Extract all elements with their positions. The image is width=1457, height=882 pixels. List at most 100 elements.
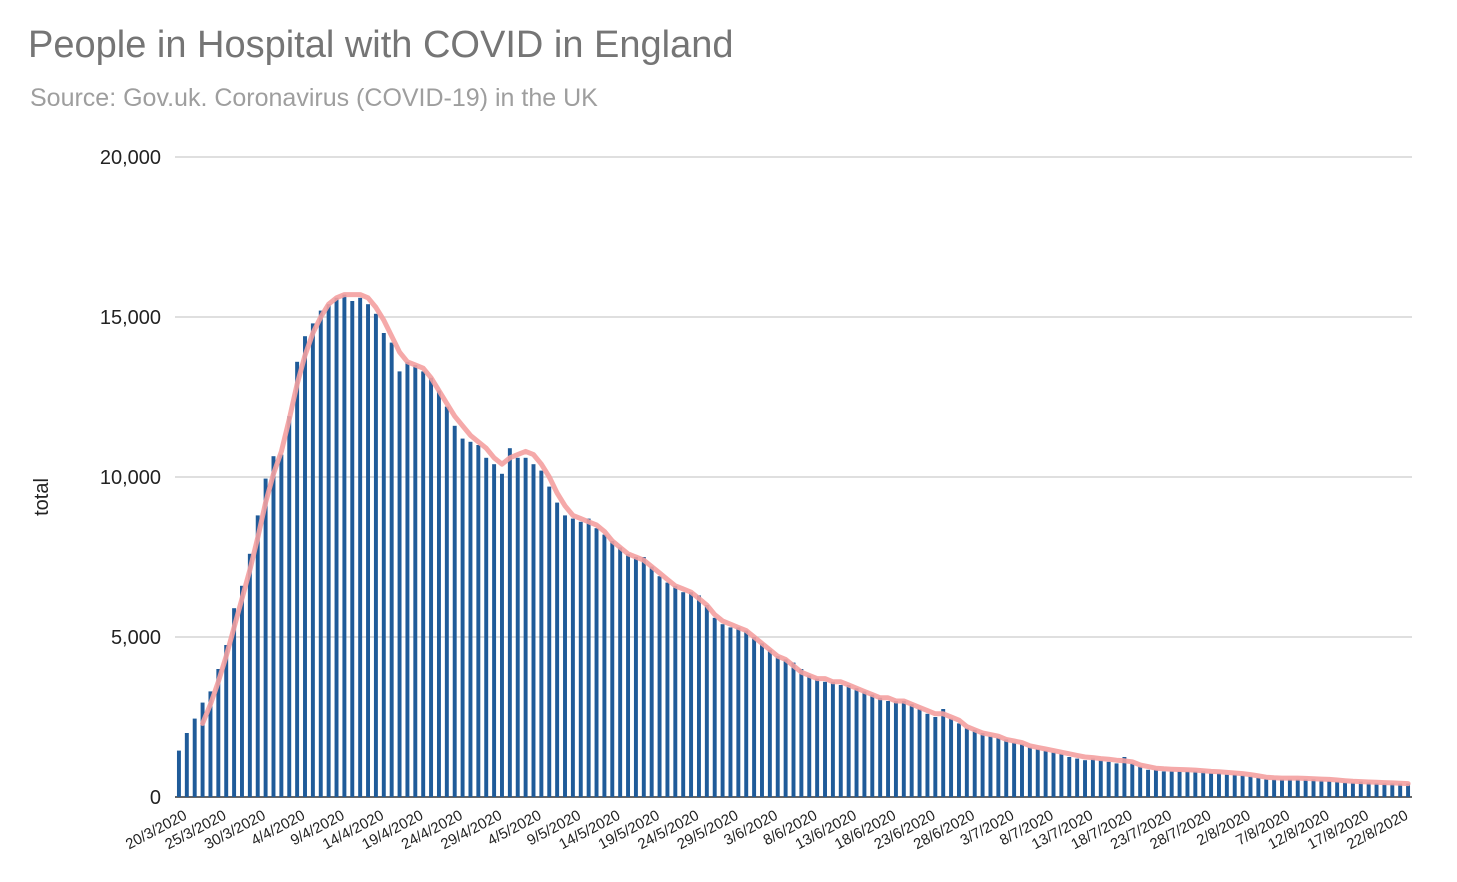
bar [531,464,536,797]
bar [1280,779,1284,797]
bar [980,733,985,797]
bar [381,333,386,797]
bar [886,701,891,797]
bar [775,656,780,797]
bar [232,608,237,797]
bar [373,313,378,797]
bar [334,297,339,797]
bar [854,688,859,797]
bar [452,425,457,797]
bar [752,637,757,797]
bar [1264,779,1269,797]
bar [933,717,938,797]
bar [500,473,504,797]
bar [1248,776,1253,797]
bar [602,534,607,797]
bar [1193,771,1198,797]
bar [303,336,307,797]
bar [641,557,646,797]
bar [1327,781,1332,797]
bar [1216,773,1221,797]
bar [1224,774,1229,797]
bar [783,659,788,797]
bar [255,515,260,797]
bar [917,709,922,797]
bar [649,566,654,797]
bar [1043,750,1048,797]
bar [1209,773,1214,797]
bar [1035,749,1040,797]
bar [736,627,741,797]
bar [618,547,623,797]
bar [610,541,615,797]
bar [1358,781,1363,797]
bar [1083,760,1087,797]
bar [1051,752,1056,797]
y-tick-label: 15,000 [100,307,161,329]
bar [972,729,977,797]
bar [823,681,827,797]
bar [350,301,355,797]
bar [342,294,347,797]
bar [807,675,812,797]
bar [626,553,631,797]
bar [366,304,371,797]
y-tick-label: 10,000 [100,467,161,489]
bar [862,691,867,797]
bar [247,553,252,797]
bar [570,518,575,797]
bar [310,323,315,797]
bar [578,521,583,797]
bar [208,691,213,797]
bar [1153,769,1158,797]
bar [279,454,284,797]
bar [1161,771,1166,797]
bar [681,592,686,797]
bar [176,750,181,797]
bar [949,718,954,797]
bar-series [176,294,1411,797]
bar [744,630,749,797]
bar [1201,771,1206,797]
bar [1146,769,1151,797]
bar [815,678,820,797]
y-tick-label: 20,000 [100,147,161,169]
chart-subtitle: Source: Gov.uk. Coronavirus (COVID-19) i… [30,84,598,112]
bar [539,470,544,797]
bar [1004,739,1009,797]
bar [956,723,961,797]
bar [996,737,1001,797]
bar [1090,758,1095,797]
bar [421,371,426,797]
bar [1098,760,1103,797]
bar [838,685,843,797]
bar [547,486,552,797]
bar [271,456,276,797]
bar [941,709,946,797]
bar [673,585,678,797]
bar [1114,763,1119,797]
bar [405,361,410,797]
bar [240,585,244,797]
bar [1138,766,1143,797]
bar [436,390,441,797]
bar [1059,753,1064,797]
bar [224,645,229,797]
bar [1287,779,1292,797]
bar [633,557,638,797]
bar [523,457,528,797]
bar [1185,771,1190,797]
bar [1390,783,1395,797]
bar [1020,744,1024,797]
bar [1382,783,1387,797]
chart-title: People in Hospital with COVID in England [28,24,734,66]
bar [594,528,599,797]
bar [1303,779,1308,797]
bar [728,627,733,797]
y-tick-label: 5,000 [111,627,161,649]
bar [791,662,796,797]
bar [429,377,434,797]
bar [1240,775,1245,797]
y-tick-label: 0 [150,787,161,809]
bar [1122,757,1127,797]
